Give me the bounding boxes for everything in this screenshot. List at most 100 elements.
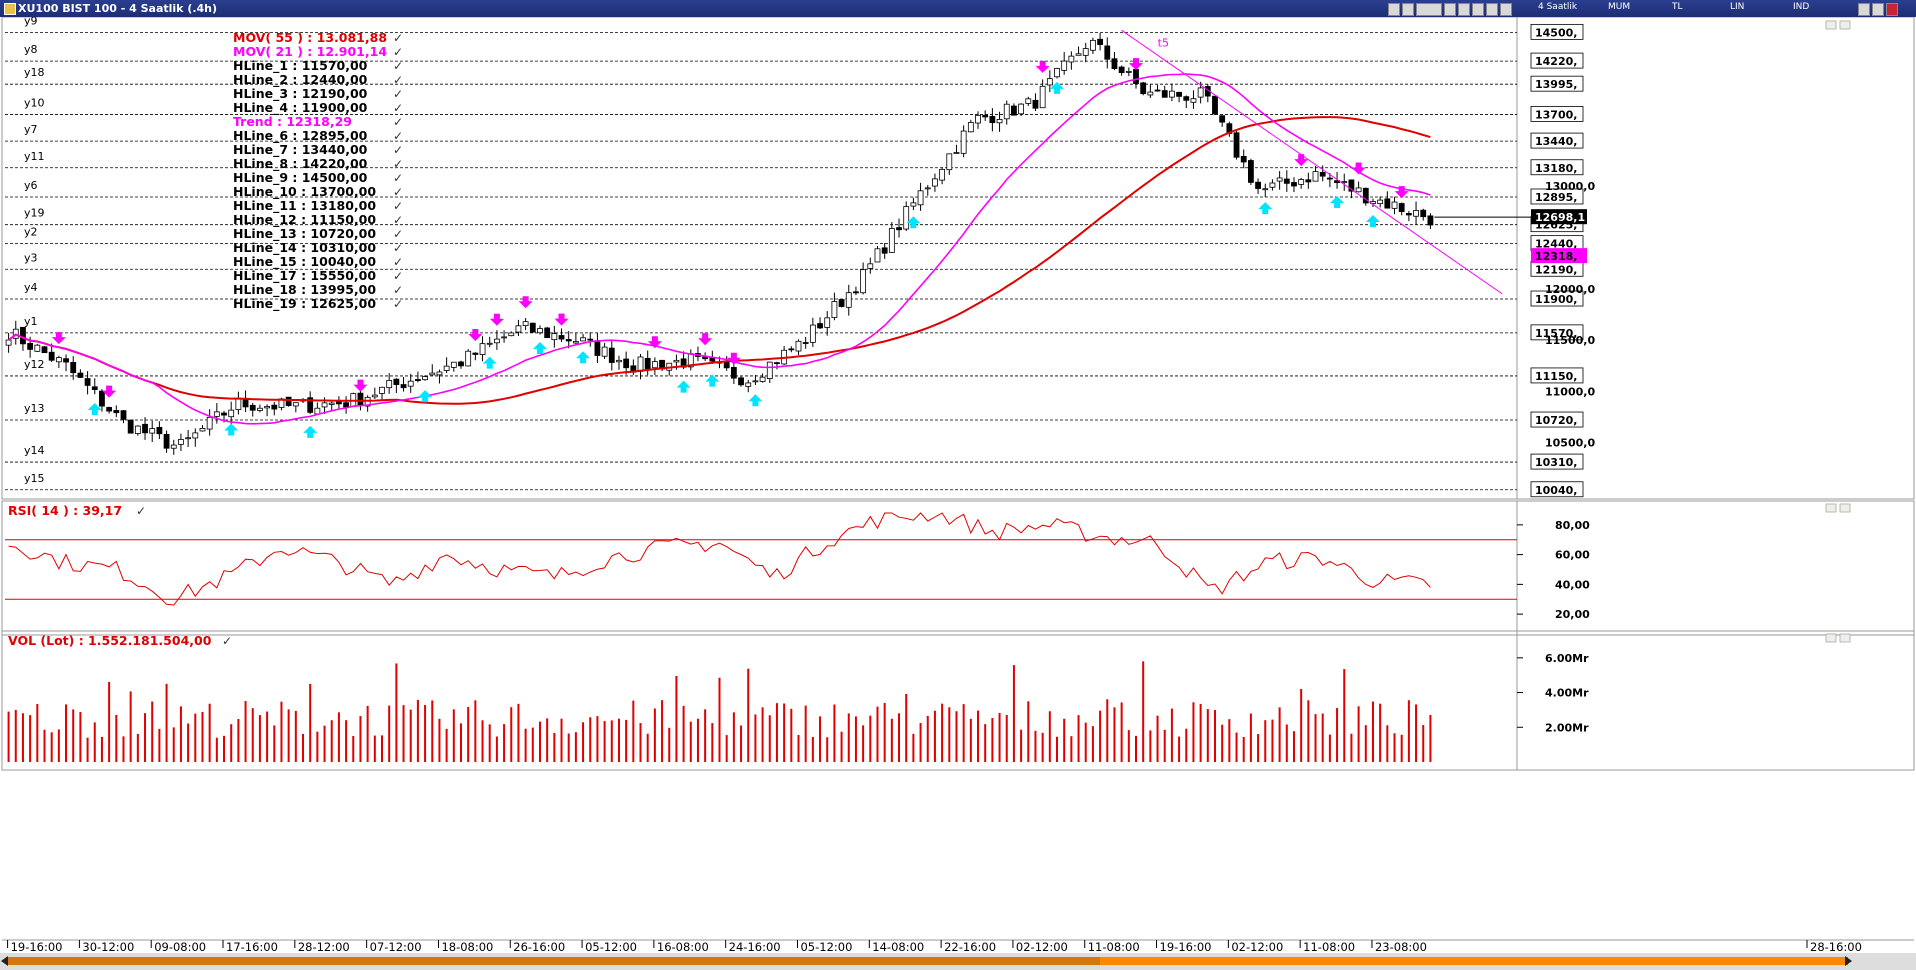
candle-body: [113, 410, 120, 414]
toolbar-button[interactable]: [1402, 3, 1414, 16]
volume-bar: [345, 720, 348, 762]
hline-value-label: 14500,: [1535, 26, 1577, 39]
volume-bar: [1364, 725, 1367, 762]
volume-bar: [1393, 733, 1396, 762]
hline-value-label: 10310,: [1535, 456, 1577, 469]
volume-bar: [266, 711, 269, 762]
currency-selector[interactable]: TL: [1672, 2, 1683, 12]
volume-bar: [1113, 707, 1116, 762]
toolbar-button[interactable]: [1444, 3, 1456, 16]
candle-body: [1319, 172, 1326, 177]
volume-bar: [1257, 734, 1260, 762]
candle-body: [1269, 182, 1276, 188]
volume-bar: [201, 711, 204, 762]
volume-bar: [100, 736, 103, 762]
candle-body: [824, 317, 831, 328]
volume-bar: [352, 735, 355, 762]
candle-body: [271, 404, 278, 410]
legend-entry: Trend : 12318,29: [233, 114, 352, 129]
toolbar-button[interactable]: [1416, 3, 1442, 16]
volume-bar: [1314, 714, 1317, 762]
candle-body: [939, 168, 946, 181]
period-selector[interactable]: 4 Saatlik: [1538, 2, 1578, 12]
candle-body: [1276, 177, 1283, 182]
volume-bar: [761, 707, 764, 762]
candle-body: [1255, 181, 1261, 189]
price-tick-label: 11500,0: [1545, 334, 1595, 347]
scroll-thumb[interactable]: [1100, 957, 1845, 965]
candle-body: [328, 402, 335, 405]
scroll-left-icon[interactable]: [1, 956, 8, 966]
volume-bar: [804, 705, 807, 762]
buy-signal-icon: [1330, 196, 1345, 209]
candle-body: [924, 187, 931, 190]
toolbar-button[interactable]: [1500, 3, 1512, 16]
buy-signal-icon: [532, 341, 547, 354]
scale-selector[interactable]: LIN: [1730, 2, 1745, 12]
candle-body: [745, 382, 752, 387]
legend-check-icon: ✓: [393, 185, 403, 199]
volume-bar: [1192, 702, 1195, 762]
volume-panel-frame: [1, 630, 1915, 771]
volume-bar: [1328, 734, 1331, 762]
volume-bar: [847, 713, 850, 762]
hline-name-y14: y14: [24, 444, 45, 457]
chart-type-selector[interactable]: MUM: [1608, 2, 1631, 12]
volume-bar: [898, 713, 901, 762]
toolbar-button[interactable]: [1458, 3, 1470, 16]
volume-bar: [172, 727, 175, 762]
scroll-track[interactable]: [8, 957, 1848, 965]
sell-signal-icon: [1294, 154, 1309, 167]
candle-body: [1032, 99, 1039, 109]
candle-body: [1118, 66, 1125, 73]
volume-bar: [1235, 732, 1238, 762]
legend-entry: HLine_10 : 13700,00: [233, 184, 376, 200]
volume-bar: [309, 683, 312, 762]
volume-bar: [122, 736, 125, 762]
volume-bar: [797, 735, 800, 762]
scroll-right-icon[interactable]: [1845, 956, 1852, 966]
volume-bar: [1415, 704, 1418, 762]
candle-body: [415, 379, 421, 381]
candle-body: [594, 340, 601, 356]
candle-body: [178, 439, 184, 445]
legend-entry: MOV( 21 ) : 12.901,14: [233, 44, 387, 59]
chart-canvas[interactable]: y9 14500, y8 14220, y18 13995, y10 13700, y7 1344…: [0, 17, 1916, 953]
candle-body: [572, 341, 579, 344]
candle-body: [1413, 210, 1419, 217]
volume-bar: [775, 703, 778, 762]
candle-body: [1341, 181, 1348, 184]
toolbar-button[interactable]: [1472, 3, 1484, 16]
candle-body: [759, 376, 766, 382]
volume-bar: [273, 725, 276, 762]
hline-value-label: 12440,: [1535, 238, 1577, 251]
close-button[interactable]: [1886, 3, 1898, 16]
volume-bar: [696, 718, 699, 762]
volume-bar: [337, 712, 340, 762]
x-tick-label: 16-08:00: [657, 940, 709, 953]
candle-body: [1377, 199, 1384, 204]
indicator-selector[interactable]: IND: [1793, 2, 1810, 12]
volume-bar: [1063, 718, 1066, 762]
toolbar-button[interactable]: [1388, 3, 1400, 16]
hline-value-label: 13995,: [1535, 78, 1577, 91]
volume-bar: [1048, 711, 1051, 762]
x-tick-label: 26-16:00: [513, 940, 565, 953]
volume-bar: [1292, 731, 1295, 762]
volume-bar: [280, 701, 283, 762]
candle-body: [989, 116, 996, 124]
candle-body: [738, 377, 744, 386]
horizontal-scrollbar[interactable]: [0, 953, 1916, 970]
candle-body: [1262, 188, 1269, 191]
volume-bar: [1264, 720, 1267, 762]
sell-signal-icon: [726, 352, 741, 365]
candle-body: [55, 357, 62, 363]
toolbar-button[interactable]: [1486, 3, 1498, 16]
volume-bar: [1149, 730, 1152, 762]
price-badge-label: 12318,: [1535, 250, 1577, 263]
legend-check-icon: ✓: [393, 269, 403, 283]
minimize-button[interactable]: [1858, 3, 1870, 16]
candle-body: [831, 301, 838, 318]
maximize-button[interactable]: [1872, 3, 1884, 16]
volume-bar: [144, 713, 147, 762]
